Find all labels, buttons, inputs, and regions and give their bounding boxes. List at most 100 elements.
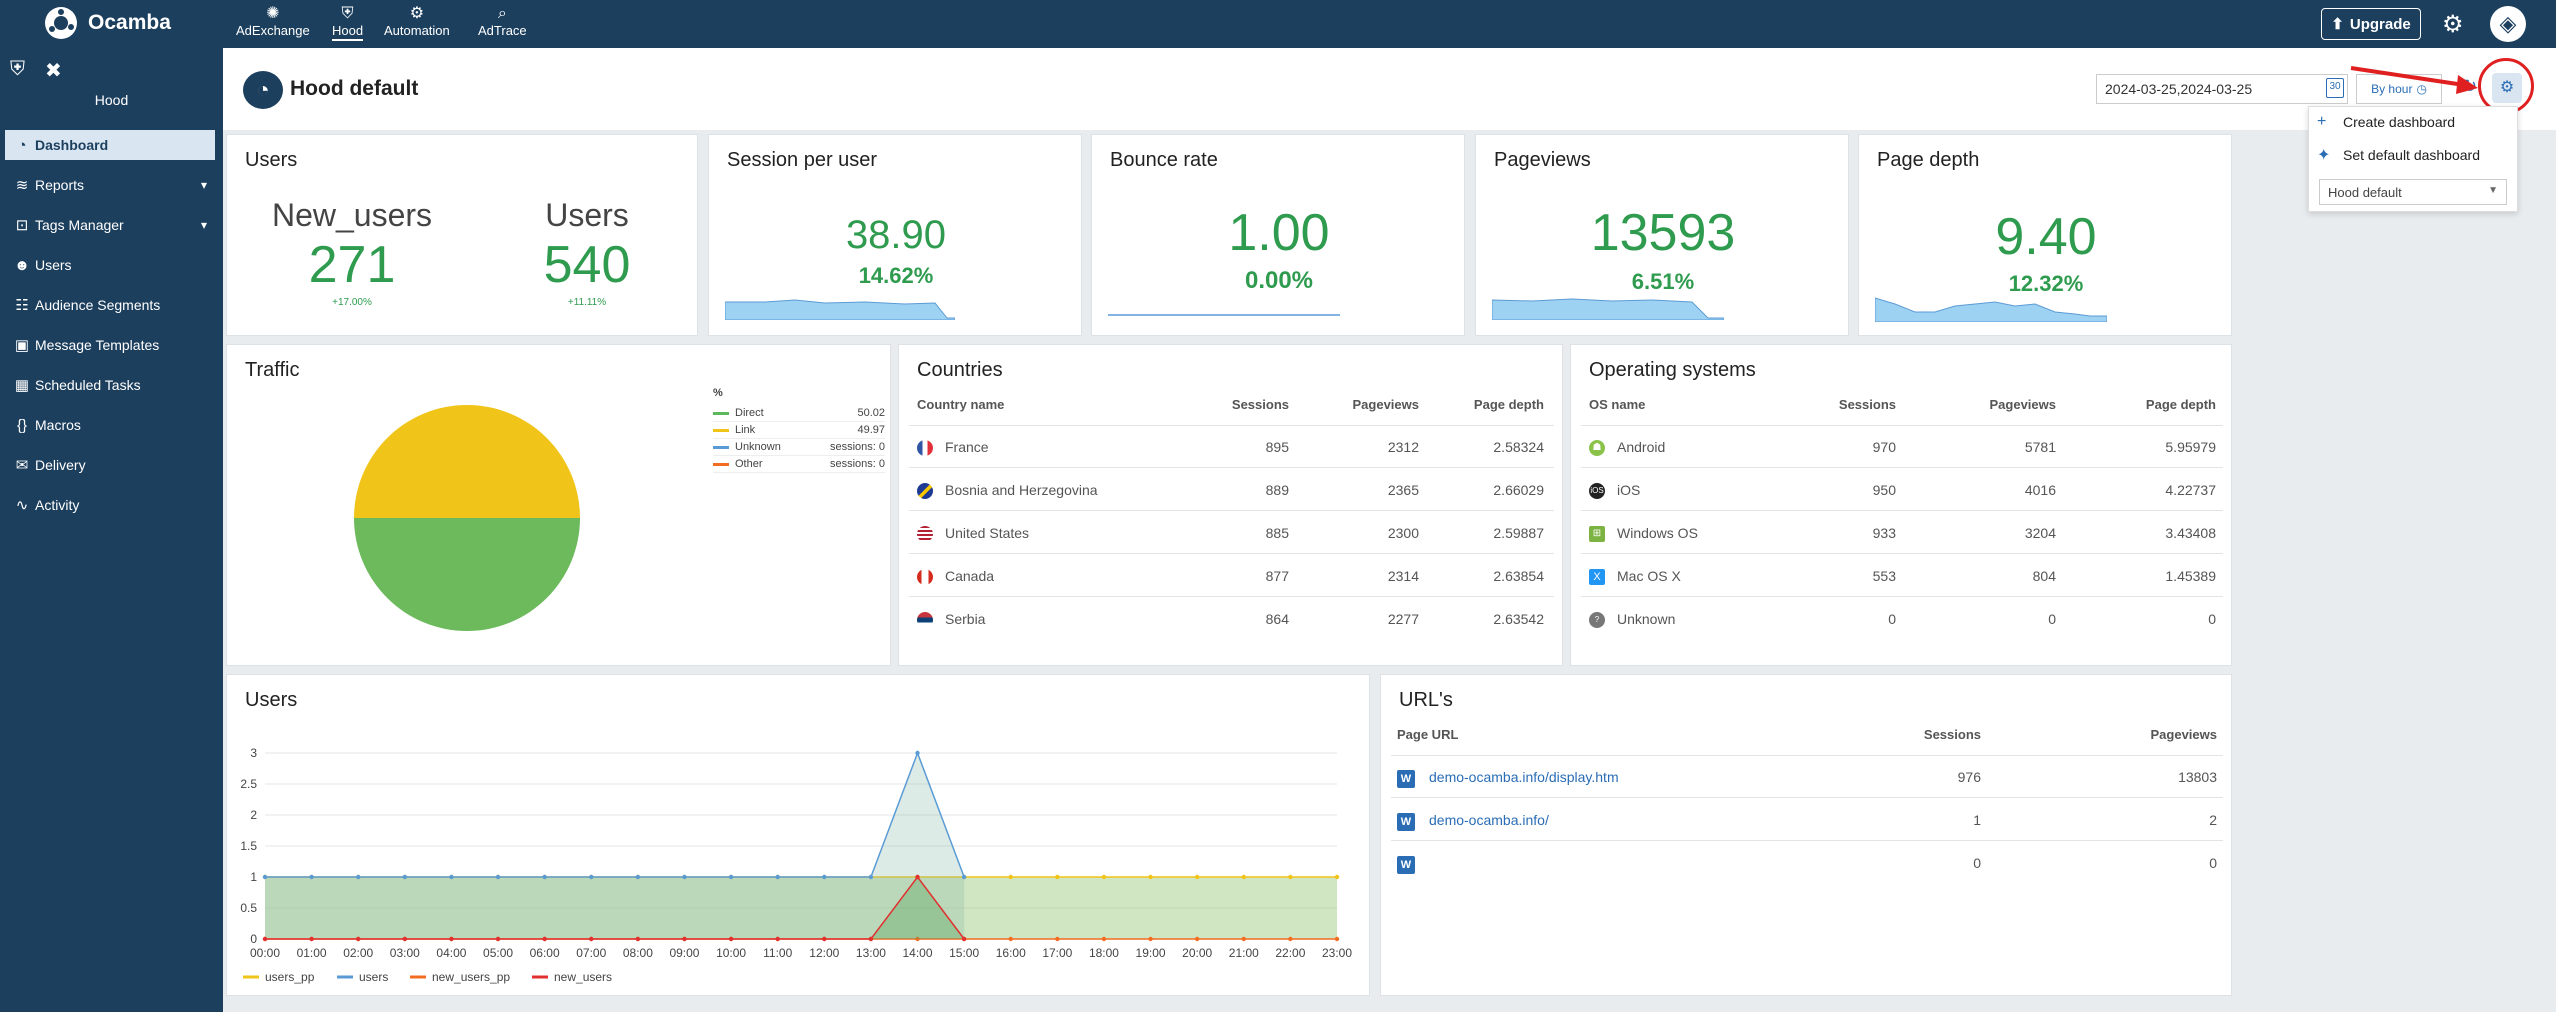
legend-item-link[interactable]: Link 49.97 bbox=[713, 422, 885, 439]
point-new_users_pp bbox=[1008, 936, 1013, 942]
legend-swatch bbox=[713, 462, 729, 466]
pie-slice-link bbox=[354, 405, 580, 518]
sidebar-item-dashboard[interactable]: ◔ Dashboard bbox=[5, 130, 215, 160]
dashboard-settings-menu: + Create dashboard ✦ Set default dashboa… bbox=[2308, 106, 2518, 212]
sidebar-item-delivery[interactable]: ✉ Delivery bbox=[5, 450, 215, 480]
os-name: iOS bbox=[1617, 482, 1641, 498]
pageviews-cell: 2277 bbox=[1387, 611, 1419, 627]
legend-value: sessions: 0 bbox=[829, 441, 885, 453]
legend-item-other[interactable]: Other sessions: 0 bbox=[713, 456, 885, 473]
point-new_users_pp bbox=[1055, 936, 1060, 942]
point-new_users bbox=[356, 936, 361, 942]
x-tick-label: 02:00 bbox=[343, 946, 373, 960]
calendar-icon[interactable]: 30 bbox=[2326, 78, 2344, 98]
app-name: Ocamba bbox=[88, 11, 171, 34]
kpi-card-page-depth: Page depth 9.40 12.32% bbox=[1858, 134, 2232, 336]
x-tick-label: 22:00 bbox=[1275, 946, 1305, 960]
divider bbox=[909, 596, 1554, 597]
sidebar-item-label: Scheduled Tasks bbox=[35, 377, 141, 393]
page-icon: W bbox=[1397, 813, 1415, 831]
depth-cell: 4.22737 bbox=[2165, 482, 2216, 498]
legend-item-direct[interactable]: Direct 50.02 bbox=[713, 405, 885, 422]
area-new_users bbox=[265, 877, 965, 939]
os-name: Mac OS X bbox=[1617, 568, 1681, 584]
hood-icon[interactable]: ⛨ bbox=[10, 58, 25, 80]
point-users bbox=[495, 874, 501, 880]
sidebar-item-message-templates[interactable]: ▣ Message Templates bbox=[5, 330, 215, 360]
url-link[interactable]: demo-ocamba.info/display.htm bbox=[1429, 769, 1619, 785]
sidebar-item-scheduled-tasks[interactable]: ▦ Scheduled Tasks bbox=[5, 370, 215, 400]
page-icon: W bbox=[1397, 856, 1415, 874]
new-users-label: New_users bbox=[271, 197, 433, 233]
ocamba-logo[interactable]: Ocamba bbox=[44, 6, 171, 40]
page-title: Hood default bbox=[290, 77, 419, 100]
x-tick-label: 04:00 bbox=[436, 946, 466, 960]
url-link[interactable]: demo-ocamba.info/ bbox=[1429, 812, 1549, 828]
col-header-page-depth: Page depth bbox=[1473, 397, 1544, 412]
pageviews-cell: 2314 bbox=[1387, 568, 1419, 584]
legend-label: Direct bbox=[735, 407, 764, 419]
legend-label-new_users: new_users bbox=[554, 970, 612, 984]
sidebar-item-label: Audience Segments bbox=[35, 297, 161, 313]
pageviews-cell: 3204 bbox=[2024, 525, 2056, 541]
sidebar-item-tags-manager[interactable]: ⊡ Tags Manager ▾ bbox=[5, 210, 215, 240]
legend-item-unknown[interactable]: Unknown sessions: 0 bbox=[713, 439, 885, 456]
pageviews-cell: 2365 bbox=[1387, 482, 1419, 498]
legend-swatch bbox=[713, 411, 729, 415]
pageviews-cell: 2312 bbox=[1387, 439, 1419, 455]
country-name: France bbox=[945, 439, 989, 455]
avatar[interactable]: ◈ bbox=[2490, 6, 2526, 42]
dashboard-select[interactable]: Hood default ▼ bbox=[2319, 179, 2507, 205]
x-tick-label: 15:00 bbox=[949, 946, 979, 960]
nav-automation[interactable]: ⚙ Automation bbox=[384, 4, 450, 38]
sidebar-item-label: Message Templates bbox=[35, 337, 160, 353]
point-new_users_pp bbox=[1288, 936, 1293, 942]
point-users bbox=[449, 874, 454, 880]
session-sparkline bbox=[725, 299, 955, 320]
nav-adtrace[interactable]: ⌕ AdTrace bbox=[478, 4, 527, 38]
x-tick-label: 01:00 bbox=[297, 946, 327, 960]
x-tick-label: 18:00 bbox=[1089, 946, 1119, 960]
card-title: Pageviews bbox=[1494, 149, 1591, 171]
create-dashboard-item[interactable]: + Create dashboard bbox=[2317, 113, 2455, 131]
divider bbox=[909, 510, 1554, 511]
sidebar-item-audience-segments[interactable]: ☷ Audience Segments bbox=[5, 290, 215, 320]
traffic-pie-chart bbox=[354, 405, 580, 631]
gear-icon[interactable]: ⚙ bbox=[2442, 11, 2464, 38]
sidebar-item-reports[interactable]: ≋ Reports ▾ bbox=[5, 170, 215, 200]
point-new_users bbox=[635, 936, 641, 942]
nav-hood[interactable]: ⛨ Hood bbox=[332, 4, 364, 41]
point-new_users bbox=[262, 936, 268, 942]
pageviews-cell: 5781 bbox=[2024, 439, 2056, 455]
point-users bbox=[682, 874, 687, 880]
date-range-input[interactable]: 2024-03-25,2024-03-25 bbox=[2096, 74, 2348, 104]
point-new_users bbox=[495, 936, 501, 942]
country-name: United States bbox=[945, 525, 1030, 541]
upgrade-button[interactable]: ⬆ Upgrade bbox=[2321, 8, 2421, 40]
countries-card: Countries Country name Sessions Pageview… bbox=[898, 344, 1563, 666]
sessions-cell: 1 bbox=[1973, 812, 1981, 828]
y-tick-label: 0 bbox=[250, 932, 257, 946]
depth-cell: 2.58324 bbox=[1493, 439, 1544, 455]
pageviews-change: 6.51% bbox=[1631, 269, 1695, 294]
set-default-dashboard-item[interactable]: ✦ Set default dashboard bbox=[2317, 145, 2480, 165]
point-new_users bbox=[961, 936, 967, 942]
point-new_users bbox=[589, 936, 594, 942]
legend-label: Other bbox=[735, 458, 763, 470]
pageviews-sparkline bbox=[1492, 298, 1724, 320]
os-name: Unknown bbox=[1617, 611, 1676, 627]
apple-icon: iOS bbox=[1589, 483, 1605, 499]
sidebar-item-macros[interactable]: {} Macros bbox=[5, 410, 215, 440]
tools-icon[interactable]: ✖ bbox=[45, 60, 62, 82]
sessions-cell: 889 bbox=[1265, 482, 1289, 498]
point-users_pp bbox=[1008, 874, 1013, 880]
pageviews-cell: 2 bbox=[2209, 812, 2217, 828]
point-users bbox=[262, 874, 268, 880]
session-value: 38.90 bbox=[845, 213, 947, 257]
hood-icon: ⛨ bbox=[341, 5, 354, 22]
sidebar-item-activity[interactable]: ∿ Activity bbox=[5, 490, 215, 520]
sidebar-item-users[interactable]: ☻ Users bbox=[5, 250, 215, 280]
nav-adexchange[interactable]: ✺ AdExchange bbox=[236, 4, 310, 38]
sessions-cell: 877 bbox=[1265, 568, 1289, 584]
legend-label: Unknown bbox=[735, 441, 781, 453]
